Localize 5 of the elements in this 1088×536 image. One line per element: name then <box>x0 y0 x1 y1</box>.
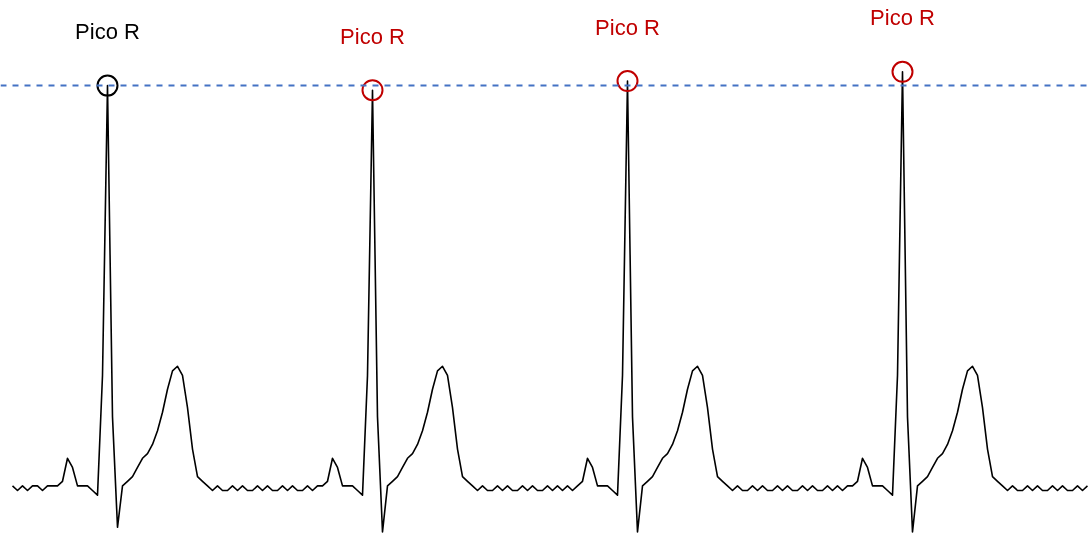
text: Pico R <box>595 14 660 40</box>
text: Pico R <box>870 5 935 31</box>
text: Pico R <box>75 19 140 45</box>
text: Pico R <box>340 23 405 49</box>
point <box>96 74 119 97</box>
